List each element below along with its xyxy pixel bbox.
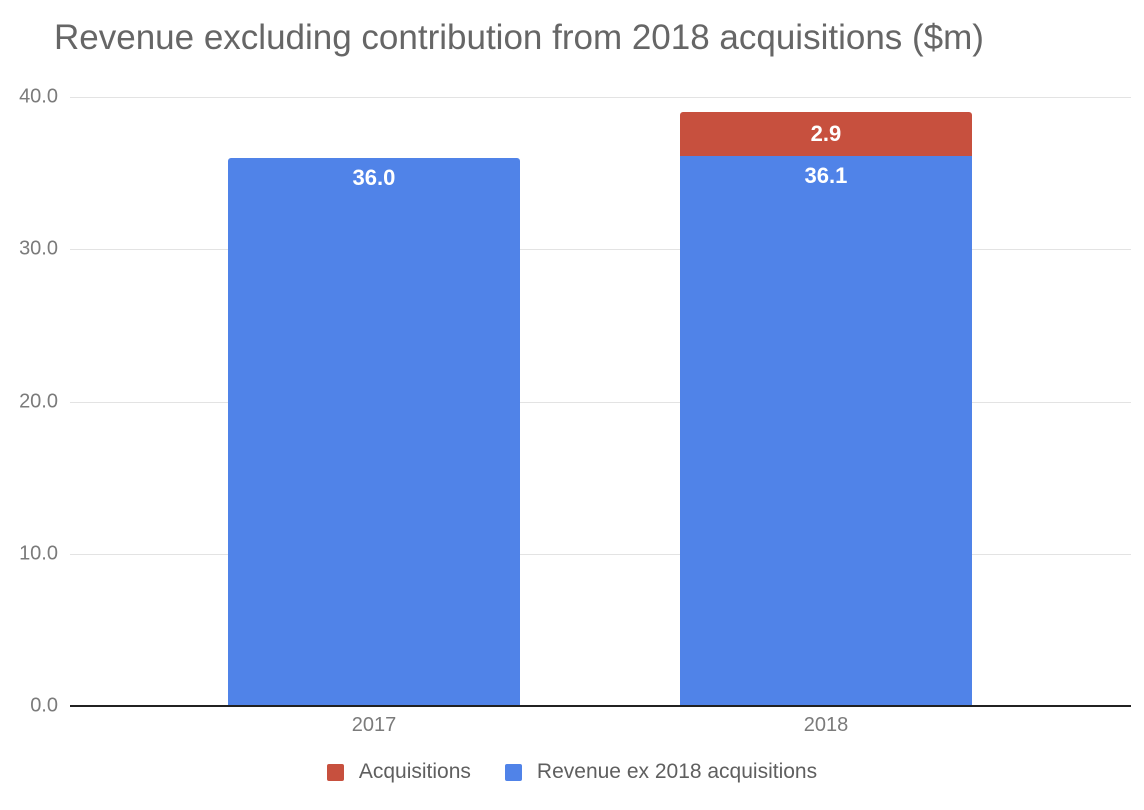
bar-2017: 36.0 (228, 97, 520, 706)
legend-label: Acquisitions (358, 760, 471, 783)
bar-value-label: 2.9 (810, 121, 842, 147)
legend-item: Acquisitions (326, 760, 471, 784)
legend-label: Revenue ex 2018 acquisitions (536, 760, 818, 783)
gridline (70, 401, 1131, 403)
y-tick-label: 0.0 (30, 694, 58, 717)
legend: Acquisitions Revenue ex 2018 acquisitions (0, 760, 1144, 784)
x-axis: 2017 2018 (70, 714, 1131, 740)
chart-title: Revenue excluding contribution from 2018… (54, 18, 984, 57)
bar-segment: 36.0 (228, 157, 520, 706)
bar-segment: 36.1 (680, 156, 972, 706)
y-tick-label: 20.0 (19, 390, 58, 412)
bar-2018: 2.9 36.1 (680, 97, 972, 706)
x-tick-label: 2017 (351, 714, 397, 736)
y-tick-label: 10.0 (19, 542, 58, 565)
x-axis-line (70, 705, 1131, 707)
gridline (70, 97, 1131, 98)
legend-swatch (326, 763, 344, 781)
gridline (70, 249, 1131, 251)
bar-value-label: 36.1 (804, 163, 848, 189)
x-tick-label: 2018 (803, 714, 849, 736)
plot-area: 36.0 2.9 36.1 (70, 97, 1131, 707)
y-axis: 0.0 10.0 20.0 30.0 40.0 (0, 86, 58, 717)
legend-item: Revenue ex 2018 acquisitions (504, 760, 818, 784)
bar-segment: 2.9 (680, 112, 972, 157)
y-tick-label: 30.0 (19, 237, 58, 260)
legend-swatch (504, 763, 522, 781)
bar-value-label: 36.0 (352, 164, 396, 190)
gridline (70, 553, 1131, 555)
y-tick-label: 40.0 (19, 85, 58, 108)
